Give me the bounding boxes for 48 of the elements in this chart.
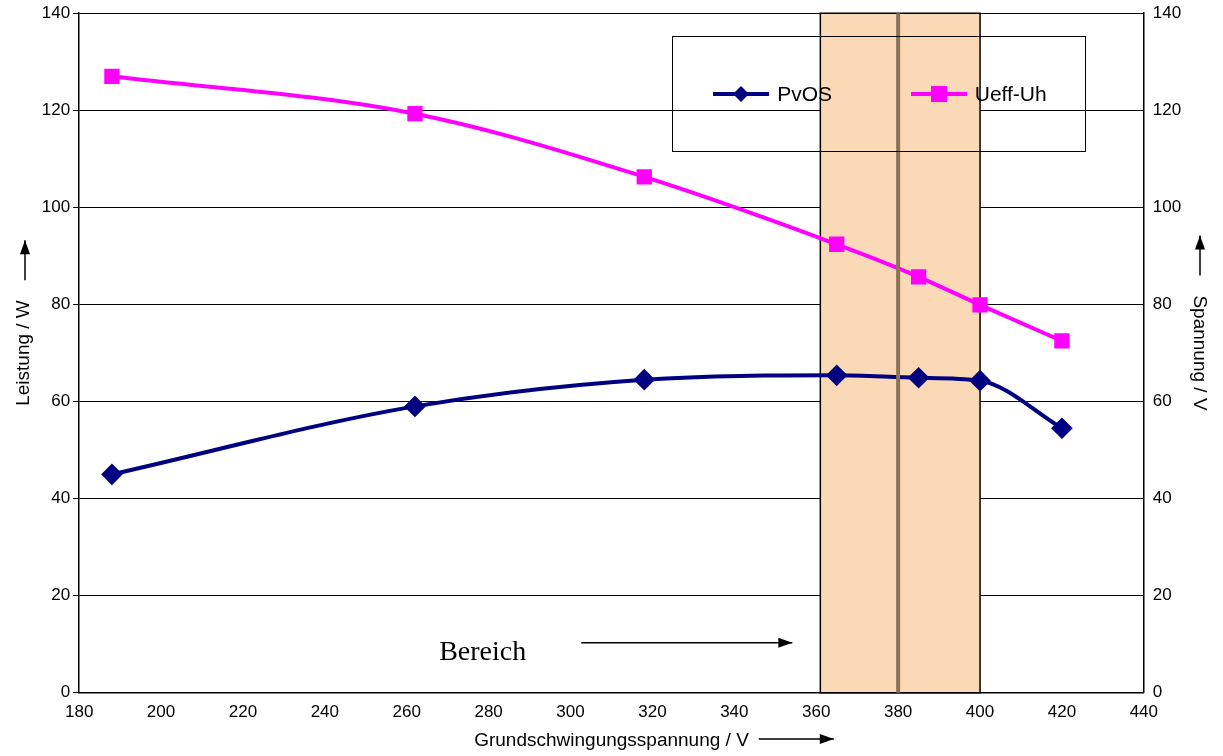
x-tick-label: 220 [228, 701, 258, 721]
point [636, 169, 652, 185]
x-tick-label: 340 [720, 701, 749, 721]
x-tick-label: 360 [802, 701, 831, 721]
y2-tick-label: 120 [1152, 99, 1182, 119]
x-tick-label: 240 [310, 701, 340, 721]
x-axis-title: Grundschwingungsspannung / V [474, 728, 750, 750]
y2-tick-label: 140 [1152, 2, 1182, 22]
y-tick-label: 120 [41, 99, 71, 119]
point [404, 396, 425, 417]
y-tick-label: 100 [41, 197, 71, 217]
x-tick-label: 200 [146, 701, 176, 721]
y2-tick-label: 100 [1152, 197, 1182, 217]
y-tick-label: 140 [41, 2, 71, 22]
point [1051, 418, 1072, 439]
point [634, 369, 655, 390]
point [104, 68, 120, 84]
y-tick-label: 80 [51, 294, 71, 314]
x-tick-label: 280 [474, 701, 503, 721]
y-axis-title: Leistung / W [11, 300, 33, 406]
x-tick-label: 300 [556, 701, 585, 721]
point [829, 236, 845, 252]
point [972, 297, 988, 313]
point [1054, 333, 1070, 349]
y-tick-label: 60 [51, 391, 71, 411]
x-tick-label: 400 [965, 701, 995, 721]
x-tick-label: 180 [64, 701, 94, 721]
y2-axis-title: Spannung / V [1190, 295, 1212, 411]
annotation: Bereich [439, 635, 527, 667]
point [908, 367, 929, 388]
y-tick-label: 40 [51, 488, 71, 508]
x-tick-label: 380 [883, 701, 913, 721]
y2-tick-label: 40 [1152, 488, 1172, 508]
x-tick-label: 420 [1047, 701, 1077, 721]
y2-tick-label: 60 [1152, 391, 1172, 411]
y-tick-label: 0 [60, 682, 71, 702]
x-tick-label: 260 [392, 701, 421, 721]
point [826, 365, 847, 386]
point [910, 269, 927, 285]
point [970, 370, 991, 391]
y-tick-label: 20 [51, 585, 71, 605]
point [101, 464, 122, 485]
y2-tick-label: 20 [1152, 585, 1172, 605]
y2-tick-label: 80 [1152, 294, 1172, 314]
x-tick-label: 440 [1129, 701, 1159, 721]
x-tick-label: 320 [638, 701, 667, 721]
point [407, 106, 423, 122]
y2-tick-label: 0 [1152, 682, 1163, 702]
